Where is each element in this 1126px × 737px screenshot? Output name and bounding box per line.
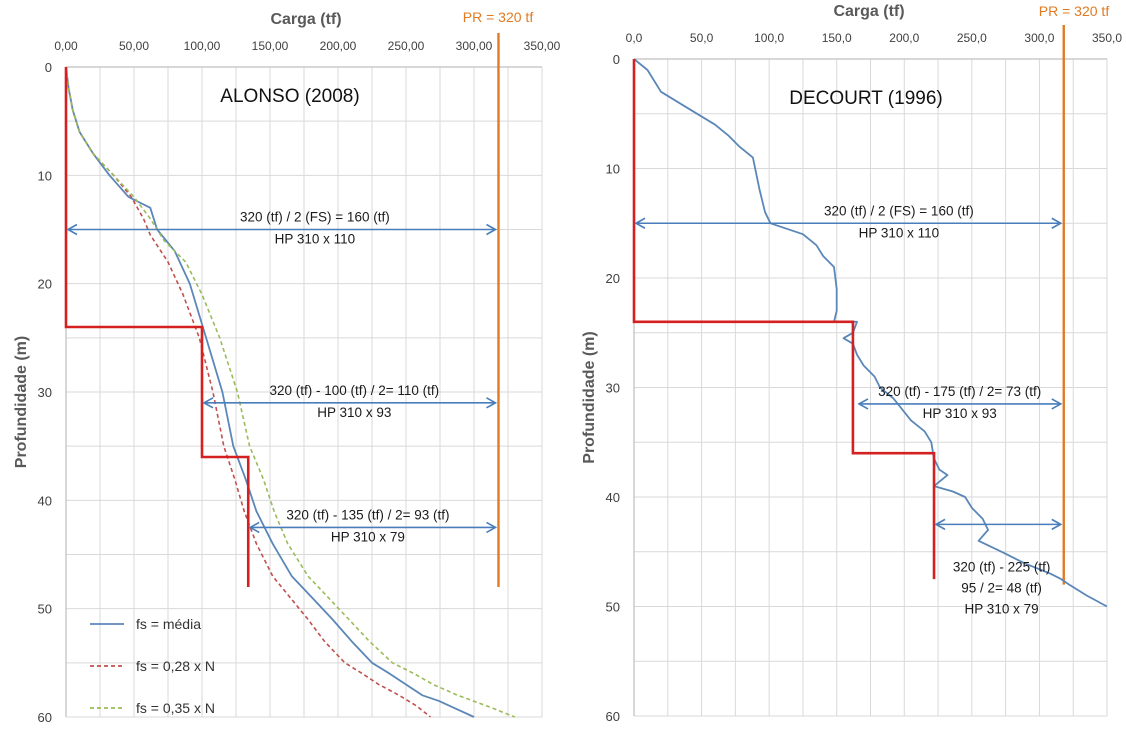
x-tick-label: 250,00 <box>388 39 425 53</box>
step-line <box>64 67 250 587</box>
step-line <box>632 59 936 580</box>
arrow-label: HP 310 x 93 <box>923 406 997 421</box>
legend-label: fs = 0,35 x N <box>136 700 215 716</box>
y-tick-label: 50 <box>38 602 52 617</box>
arrow-head-left <box>634 217 646 229</box>
y-tick-label: 30 <box>38 385 52 400</box>
arrow-label: 320 (tf) - 100 (tf) / 2= 110 (tf) <box>269 383 439 398</box>
y-tick-label: 20 <box>38 277 52 292</box>
x-tick-label: 0,0 <box>626 31 643 45</box>
arrow-label: 320 (tf) - 135 (tf) / 2= 93 (tf) <box>286 507 449 522</box>
y-tick-label: 60 <box>606 709 620 724</box>
arrow-head-right <box>1051 398 1063 410</box>
arrow-label: 320 (tf) - 175 (tf) / 2= 73 (tf) <box>878 384 1041 399</box>
y-tick-label: 10 <box>606 162 620 177</box>
arrow-head-left <box>934 518 946 531</box>
x-tick-label: 300,00 <box>456 39 493 53</box>
x-tick-label: 350,00 <box>524 39 561 53</box>
x-tick-label: 300,0 <box>1024 31 1054 45</box>
x-tick-label: 200,00 <box>320 39 357 53</box>
arrow-head-right <box>486 521 498 534</box>
x-tick-label: 0,00 <box>54 39 78 53</box>
panel-annotation-title: DECOURT (1996) <box>789 88 942 109</box>
x-tick-label: 150,0 <box>822 31 852 45</box>
arrow-head-left <box>202 397 214 409</box>
legend-label: fs = 0,28 x N <box>136 658 215 674</box>
chart-alonso: 0,00 50,00 100,00 150,00 200,00 250,00 300,00 3… <box>13 9 561 725</box>
arrow-label: HP 310 x 110 <box>275 232 356 247</box>
arrow-label: 320 (tf) / 2 (FS) = 160 (tf) <box>240 210 390 225</box>
x-axis-title: Carga (tf) <box>270 11 341 28</box>
annotation-label: 320 (tf) - 225 (tf) <box>953 560 1051 575</box>
y-tick-label: 40 <box>38 493 52 508</box>
y-tick-label: 0 <box>45 60 52 75</box>
x-tick-label: 200,0 <box>889 31 919 45</box>
series-line-1 <box>65 66 475 718</box>
arrow-head-left <box>857 398 869 410</box>
y-tick-label: 60 <box>38 710 52 725</box>
x-tick-label: 50,0 <box>690 31 714 45</box>
y-tick-label: 40 <box>606 490 620 505</box>
arrow-head-right <box>1051 518 1063 531</box>
arrow-head-left <box>248 521 260 534</box>
pr-label: PR = 320 tf <box>1039 3 1110 19</box>
arrow-head-left <box>66 223 78 236</box>
x-tick-label: 150,00 <box>252 39 289 53</box>
y-tick-label: 20 <box>606 271 620 286</box>
x-tick-label: 250,0 <box>957 31 987 45</box>
pr-label: PR = 320 tf <box>463 9 534 25</box>
panel-annotation-title: ALONSO (2008) <box>220 86 359 107</box>
arrow-label: HP 310 x 79 <box>331 529 405 544</box>
x-tick-label: 100,00 <box>184 39 221 53</box>
legend-label: fs = média <box>136 616 201 632</box>
y-tick-label: 10 <box>38 168 52 183</box>
arrow-label: HP 310 x 93 <box>317 405 391 420</box>
y-tick-label: 30 <box>606 381 620 396</box>
x-tick-label: 100,0 <box>754 31 784 45</box>
y-tick-label: 0 <box>613 52 620 67</box>
series-line-1 <box>633 58 1108 608</box>
arrow-head-right <box>1051 217 1063 229</box>
arrow-head-right <box>486 223 498 236</box>
y-axis-title: Profundidade (m) <box>581 331 598 463</box>
arrow-head-right <box>486 397 498 409</box>
arrow-label: HP 310 x 110 <box>859 225 940 240</box>
y-axis-title: Profundidade (m) <box>13 336 30 468</box>
annotation-label: HP 310 x 79 <box>965 602 1039 617</box>
x-tick-label: 350,0 <box>1092 31 1122 45</box>
arrow-label: 320 (tf) / 2 (FS) = 160 (tf) <box>824 203 974 218</box>
x-tick-label: 50,00 <box>119 39 149 53</box>
annotation-label: 95 / 2= 48 (tf) <box>961 581 1042 596</box>
y-tick-label: 50 <box>606 600 620 615</box>
x-axis-title: Carga (tf) <box>833 3 904 20</box>
series-line-3 <box>65 66 516 718</box>
chart-decourt: 0,0 50,0 100,0 150,0 200,0 250,0 300,0 350,0 0 10… <box>581 3 1122 724</box>
